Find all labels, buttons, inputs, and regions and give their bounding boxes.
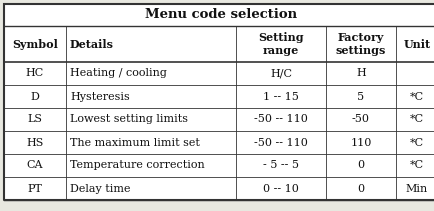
Text: 0: 0 — [358, 184, 365, 193]
Text: HC: HC — [26, 69, 44, 78]
Text: - 5 -- 5: - 5 -- 5 — [263, 161, 299, 170]
Text: H/C: H/C — [270, 69, 292, 78]
Text: Heating / cooling: Heating / cooling — [70, 69, 167, 78]
Text: Lowest setting limits: Lowest setting limits — [70, 115, 188, 124]
Text: -50: -50 — [352, 115, 370, 124]
Text: Menu code selection: Menu code selection — [145, 8, 297, 22]
Text: LS: LS — [27, 115, 43, 124]
Text: *C: *C — [410, 161, 424, 170]
Text: Symbol: Symbol — [12, 38, 58, 50]
Text: Unit: Unit — [404, 38, 431, 50]
Text: *C: *C — [410, 92, 424, 101]
Text: Delay time: Delay time — [70, 184, 131, 193]
Text: The maximum limit set: The maximum limit set — [70, 138, 200, 147]
Text: -50 -- 110: -50 -- 110 — [254, 115, 308, 124]
Text: Factory
settings: Factory settings — [336, 32, 386, 56]
Text: H: H — [356, 69, 366, 78]
Text: Hysteresis: Hysteresis — [70, 92, 130, 101]
Text: CA: CA — [27, 161, 43, 170]
Text: 5: 5 — [358, 92, 365, 101]
Text: *C: *C — [410, 115, 424, 124]
Text: 0 -- 10: 0 -- 10 — [263, 184, 299, 193]
Text: HS: HS — [26, 138, 44, 147]
Text: 110: 110 — [350, 138, 372, 147]
Text: Setting
range: Setting range — [258, 32, 304, 56]
Text: 0: 0 — [358, 161, 365, 170]
Text: Details: Details — [70, 38, 114, 50]
Text: Min: Min — [406, 184, 428, 193]
Text: 1 -- 15: 1 -- 15 — [263, 92, 299, 101]
Text: D: D — [30, 92, 39, 101]
Text: PT: PT — [28, 184, 43, 193]
Text: -50 -- 110: -50 -- 110 — [254, 138, 308, 147]
Text: *C: *C — [410, 138, 424, 147]
Text: Temperature correction: Temperature correction — [70, 161, 205, 170]
